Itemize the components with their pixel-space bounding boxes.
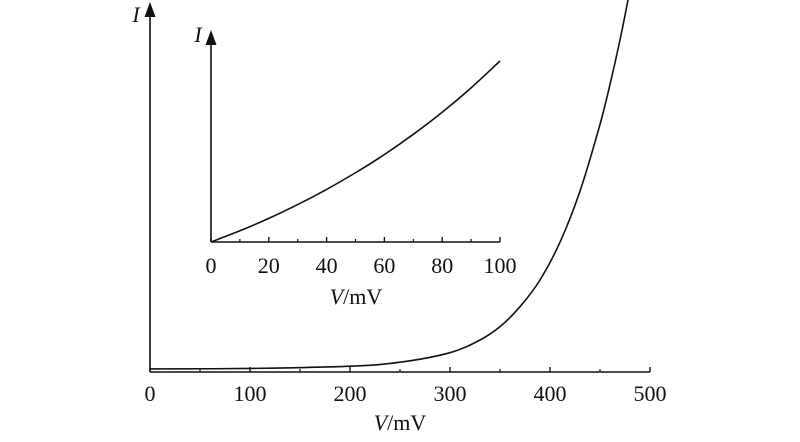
inset-x-tick-label: 40 bbox=[316, 253, 338, 278]
main-x-tick-labels: 0 100 200 300 400 500 bbox=[145, 381, 667, 406]
inset-x-tick-label: 60 bbox=[373, 253, 395, 278]
main-series-line bbox=[149, 0, 629, 370]
inset-x-axis-label-unit: /mV bbox=[343, 284, 382, 309]
inset-x-tick-labels: 0 20 40 60 80 100 bbox=[206, 253, 517, 278]
main-x-axis-label: V/mV bbox=[374, 410, 427, 435]
inset-x-ticks bbox=[210, 237, 501, 242]
inset-y-axis-label: I bbox=[193, 22, 203, 47]
inset-series-line bbox=[210, 60, 501, 243]
main-x-axis-label-unit: /mV bbox=[387, 410, 426, 435]
main-y-axis-label: I bbox=[131, 2, 141, 27]
inset-y-axis-arrow bbox=[205, 30, 217, 45]
main-x-tick-label: 200 bbox=[334, 381, 367, 406]
main-x-tick-label: 100 bbox=[234, 381, 267, 406]
main-x-tick-label: 300 bbox=[434, 381, 467, 406]
inset-x-tick-label: 20 bbox=[258, 253, 280, 278]
main-chart: 0 100 200 300 400 500 I V/mV bbox=[131, 0, 667, 435]
inset-x-axis-label: V/mV bbox=[330, 284, 383, 309]
main-x-tick-label: 0 bbox=[145, 381, 156, 406]
main-x-axis-label-var: V bbox=[374, 410, 390, 435]
main-x-tick-label: 500 bbox=[634, 381, 667, 406]
inset-x-tick-label: 80 bbox=[431, 253, 453, 278]
main-x-tick-label: 400 bbox=[534, 381, 567, 406]
inset-x-axis-label-var: V bbox=[330, 284, 346, 309]
main-y-axis-arrow bbox=[144, 2, 156, 17]
inset-chart: 0 20 40 60 80 100 I V/mV bbox=[193, 22, 516, 309]
inset-x-tick-label: 100 bbox=[484, 253, 517, 278]
main-x-ticks bbox=[149, 367, 651, 372]
inset-x-tick-label: 0 bbox=[206, 253, 217, 278]
